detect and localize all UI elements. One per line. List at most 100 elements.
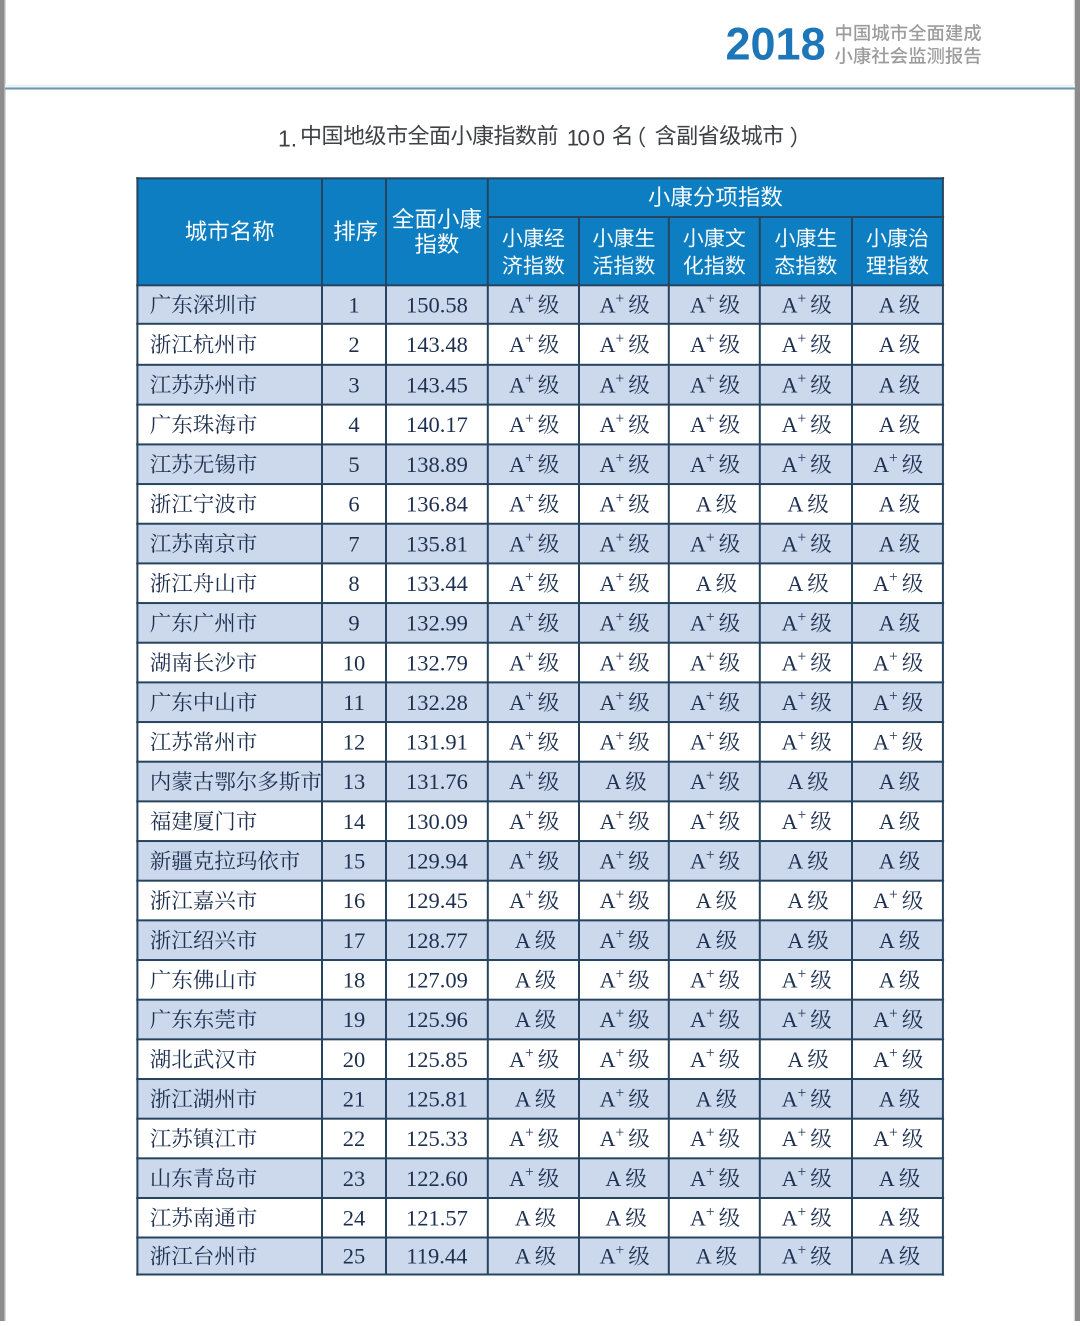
svg-text:+: + (525, 807, 534, 824)
svg-text:+: + (889, 1006, 898, 1023)
svg-text:A: A (600, 372, 616, 397)
svg-text:127.09: 127.09 (406, 968, 468, 993)
svg-text:A: A (509, 849, 525, 874)
svg-text:+: + (797, 371, 806, 388)
svg-text:8: 8 (348, 571, 359, 596)
svg-text:A: A (600, 332, 616, 357)
svg-text:125.85: 125.85 (406, 1047, 468, 1072)
svg-text:21: 21 (343, 1087, 366, 1112)
svg-text:122.60: 122.60 (406, 1166, 468, 1191)
svg-text:A: A (879, 1087, 895, 1112)
svg-text:A: A (782, 531, 798, 556)
svg-text:129.94: 129.94 (406, 849, 468, 874)
svg-text:A: A (787, 888, 803, 913)
svg-text:129.45: 129.45 (406, 888, 468, 913)
svg-text:A: A (515, 968, 531, 993)
svg-text:+: + (615, 530, 624, 547)
svg-text:A: A (600, 531, 616, 556)
svg-text:+: + (797, 411, 806, 428)
svg-text:6: 6 (348, 492, 359, 517)
svg-text:+: + (615, 371, 624, 388)
svg-text:A: A (782, 1126, 798, 1151)
svg-text:+: + (797, 609, 806, 626)
svg-text:A: A (509, 650, 525, 675)
svg-text:1.: 1. (278, 126, 297, 152)
svg-text:A: A (879, 1244, 895, 1269)
svg-text:+: + (525, 609, 534, 626)
svg-text:A: A (690, 769, 706, 794)
svg-text:A: A (509, 531, 525, 556)
svg-text:A: A (782, 412, 798, 437)
svg-text:A: A (782, 809, 798, 834)
svg-text:+: + (706, 371, 715, 388)
svg-text:+: + (615, 847, 624, 864)
svg-text:130.09: 130.09 (406, 809, 468, 834)
svg-text:+: + (797, 1085, 806, 1102)
svg-text:A: A (782, 1244, 798, 1269)
svg-text:A: A (600, 928, 616, 953)
svg-text:A: A (509, 292, 525, 317)
svg-text:A: A (873, 452, 889, 477)
svg-text:A: A (873, 690, 889, 715)
svg-text:138.89: 138.89 (406, 452, 468, 477)
svg-text:+: + (525, 847, 534, 864)
svg-text:A: A (782, 690, 798, 715)
svg-text:A: A (600, 968, 616, 993)
svg-text:A: A (782, 292, 798, 317)
svg-text:19: 19 (343, 1007, 366, 1032)
svg-text:+: + (889, 649, 898, 666)
svg-text:+: + (525, 1164, 534, 1181)
svg-text:A: A (690, 611, 706, 636)
svg-text:A: A (600, 690, 616, 715)
svg-text:A: A (782, 968, 798, 993)
svg-text:1: 1 (567, 126, 580, 151)
svg-text:1: 1 (348, 292, 359, 317)
svg-text:131.76: 131.76 (406, 769, 468, 794)
svg-text:A: A (782, 1087, 798, 1112)
svg-text:18: 18 (343, 968, 366, 993)
svg-text:A: A (690, 412, 706, 437)
svg-text:A: A (787, 849, 803, 874)
svg-text:+: + (889, 728, 898, 745)
svg-text:A: A (690, 1007, 706, 1032)
svg-text:5: 5 (348, 452, 359, 477)
svg-text:+: + (525, 768, 534, 785)
svg-text:+: + (797, 966, 806, 983)
svg-text:A: A (600, 452, 616, 477)
svg-text:13: 13 (343, 769, 366, 794)
svg-text:A: A (600, 1244, 616, 1269)
svg-text:125.96: 125.96 (406, 1007, 468, 1032)
svg-text:+: + (706, 847, 715, 864)
svg-text:A: A (690, 372, 706, 397)
svg-text:A: A (879, 292, 895, 317)
svg-text:A: A (782, 650, 798, 675)
svg-text:132.79: 132.79 (406, 650, 468, 675)
svg-text:+: + (889, 569, 898, 586)
svg-text:A: A (873, 1126, 889, 1151)
svg-text:A: A (879, 531, 895, 556)
svg-text:+: + (706, 1045, 715, 1062)
svg-text:16: 16 (343, 888, 366, 913)
svg-text:A: A (782, 372, 798, 397)
svg-text:A: A (873, 888, 889, 913)
svg-text:A: A (690, 1126, 706, 1151)
svg-text:+: + (525, 371, 534, 388)
svg-text:132.99: 132.99 (406, 611, 468, 636)
svg-text:A: A (782, 332, 798, 357)
svg-text:A: A (787, 769, 803, 794)
svg-text:+: + (525, 1125, 534, 1142)
svg-text:+: + (797, 1125, 806, 1142)
svg-text:+: + (797, 728, 806, 745)
svg-text:A: A (509, 571, 525, 596)
svg-text:A: A (690, 730, 706, 755)
svg-text:A: A (879, 492, 895, 517)
svg-text:A: A (879, 412, 895, 437)
svg-text:150.58: 150.58 (406, 292, 468, 317)
svg-text:A: A (782, 1166, 798, 1191)
svg-text:+: + (525, 411, 534, 428)
svg-text:+: + (706, 1204, 715, 1221)
svg-text:135.81: 135.81 (406, 531, 468, 556)
svg-text:A: A (690, 809, 706, 834)
svg-text:+: + (706, 291, 715, 308)
svg-text:+: + (615, 1085, 624, 1102)
